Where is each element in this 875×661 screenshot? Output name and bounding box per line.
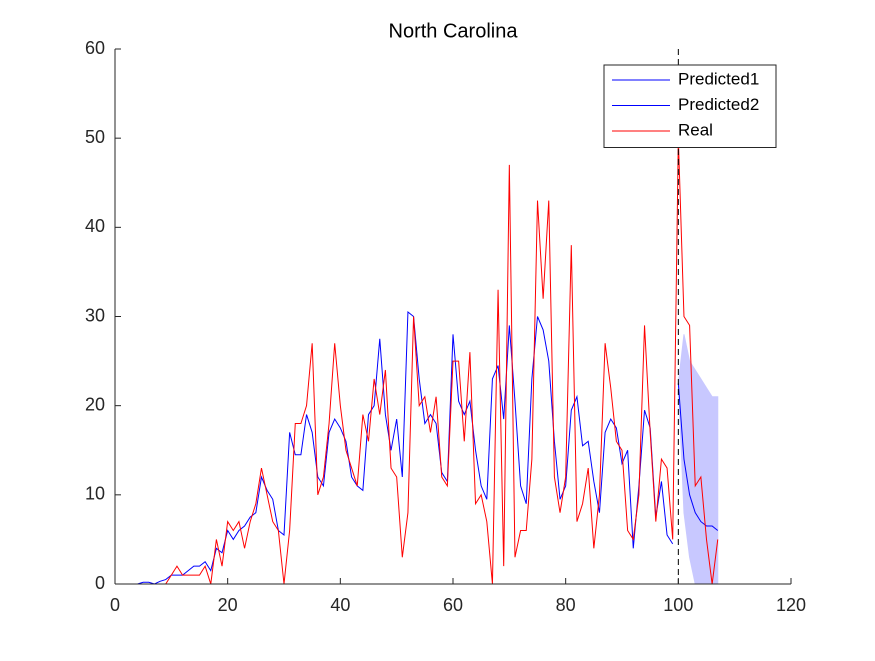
y-tick-label: 0 bbox=[95, 573, 105, 593]
x-tick-label: 120 bbox=[776, 595, 806, 615]
x-tick-label: 0 bbox=[110, 595, 120, 615]
y-tick-label: 50 bbox=[85, 127, 105, 147]
confidence-band bbox=[677, 334, 719, 585]
chart-title: North Carolina bbox=[389, 20, 519, 42]
legend-label: Predicted1 bbox=[678, 69, 759, 88]
legend-label: Real bbox=[678, 120, 713, 139]
x-tick-label: 100 bbox=[663, 595, 693, 615]
legend-box bbox=[603, 64, 777, 148]
series-line bbox=[677, 383, 719, 531]
y-tick-label: 30 bbox=[85, 305, 105, 325]
y-tick-label: 10 bbox=[85, 484, 105, 504]
y-tick-label: 40 bbox=[85, 216, 105, 236]
x-tick-label: 60 bbox=[443, 595, 463, 615]
x-tick-label: 20 bbox=[218, 595, 238, 615]
x-tick-label: 40 bbox=[330, 595, 350, 615]
y-tick-label: 60 bbox=[85, 38, 105, 58]
series-line bbox=[120, 311, 674, 585]
series-line bbox=[120, 138, 719, 585]
x-tick-label: 80 bbox=[556, 595, 576, 615]
legend-label: Predicted2 bbox=[678, 95, 759, 114]
y-tick-label: 20 bbox=[85, 394, 105, 414]
